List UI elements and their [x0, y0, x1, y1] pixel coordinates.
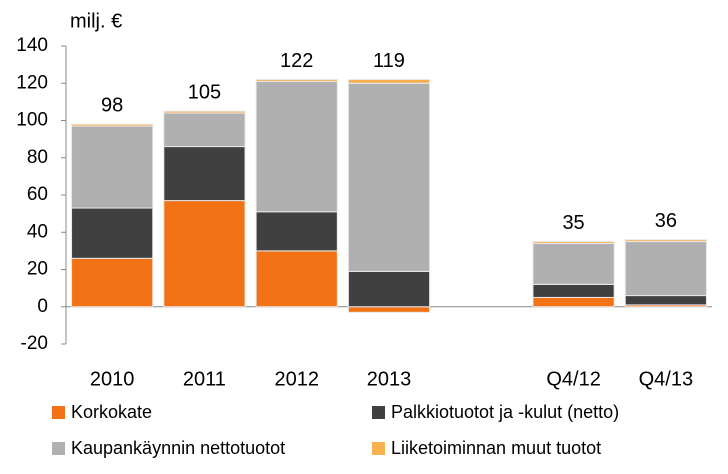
legend-label: Palkkiotuotot ja -kulut (netto)	[391, 402, 619, 422]
total-label: 122	[280, 50, 313, 72]
y-tick-label: 40	[27, 221, 48, 242]
bar-segment	[624, 239, 707, 243]
total-label: 98	[101, 95, 123, 117]
y-tick-label: 100	[16, 110, 48, 131]
bar-segment	[163, 112, 246, 148]
bar-segment	[624, 241, 707, 297]
bar-segment	[347, 82, 431, 272]
bar-segment	[532, 283, 615, 298]
bar-segment	[255, 250, 338, 308]
y-tick-label: 0	[37, 296, 48, 317]
bar-segment	[71, 125, 154, 209]
total-label: 35	[562, 212, 584, 234]
y-tick-label: 20	[27, 259, 48, 280]
bar-segment	[255, 211, 338, 252]
y-tick-label: 120	[16, 72, 48, 93]
bar-segment	[347, 306, 431, 313]
chart-title: milj. €	[70, 10, 122, 32]
bar-segment	[163, 146, 246, 202]
bar-segment	[255, 80, 338, 213]
x-tick-label: Q4/12	[546, 368, 600, 390]
x-tick-label: 2010	[90, 368, 135, 390]
y-tick-label: 80	[27, 147, 48, 168]
legend-swatch	[372, 442, 385, 455]
total-label: 36	[655, 210, 677, 232]
y-tick-label: 140	[16, 35, 48, 56]
total-label: 105	[188, 81, 221, 103]
bar-segment	[532, 242, 615, 285]
bar-segment	[532, 296, 615, 308]
total-label: 119	[373, 50, 405, 72]
bar-segment	[347, 270, 431, 308]
x-tick-label: 2012	[274, 368, 319, 390]
legend-label: Kaupankäynnin nettotuotot	[71, 438, 285, 458]
bar-segment	[71, 123, 154, 127]
legend-swatch	[52, 442, 65, 455]
bar-segment	[71, 207, 154, 259]
bar-segment	[71, 257, 154, 308]
x-tick-label: 2011	[183, 368, 226, 390]
legend-swatch	[372, 406, 385, 419]
legend-swatch	[52, 406, 65, 419]
bar-segment	[163, 200, 246, 308]
legend-label: Liiketoiminnan muut tuotot	[391, 438, 601, 458]
bar-segment	[347, 79, 431, 84]
bar-segment	[532, 241, 615, 244]
y-tick-label: 60	[27, 184, 48, 205]
bar-segment	[163, 110, 246, 114]
y-tick-label: -20	[21, 333, 48, 354]
bar-segment	[624, 295, 707, 306]
x-tick-label: Q4/13	[639, 368, 693, 390]
bar-segment	[255, 79, 338, 82]
x-tick-label: 2013	[367, 368, 412, 390]
legend-label: Korkokate	[71, 402, 152, 422]
